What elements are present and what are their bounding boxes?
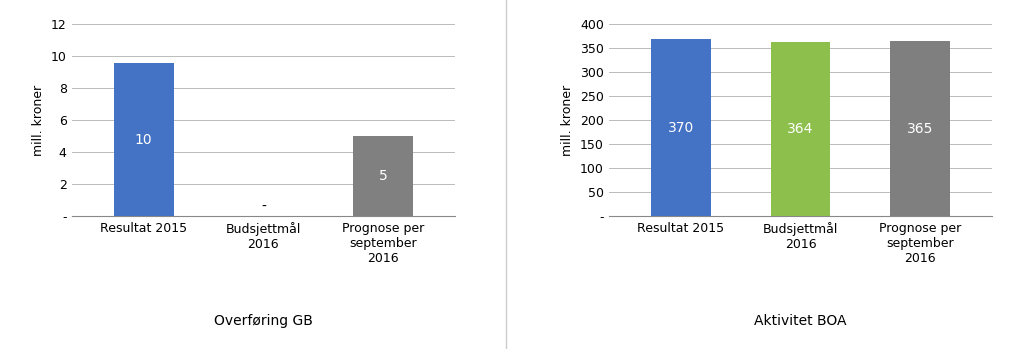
Text: Aktivitet BOA: Aktivitet BOA <box>754 314 847 328</box>
Bar <box>353 136 413 216</box>
Text: 364: 364 <box>788 122 813 136</box>
Text: 370: 370 <box>667 121 694 135</box>
Text: 5: 5 <box>379 169 388 183</box>
Y-axis label: mill. kroner: mill. kroner <box>33 85 45 156</box>
Text: 365: 365 <box>907 122 934 136</box>
Text: -: - <box>261 200 266 214</box>
Text: Overføring GB: Overføring GB <box>214 314 313 328</box>
Bar <box>651 39 711 216</box>
Bar <box>890 41 950 216</box>
Y-axis label: mill. kroner: mill. kroner <box>562 85 574 156</box>
Bar <box>114 63 174 216</box>
Bar <box>770 42 831 216</box>
Text: 10: 10 <box>135 133 152 147</box>
